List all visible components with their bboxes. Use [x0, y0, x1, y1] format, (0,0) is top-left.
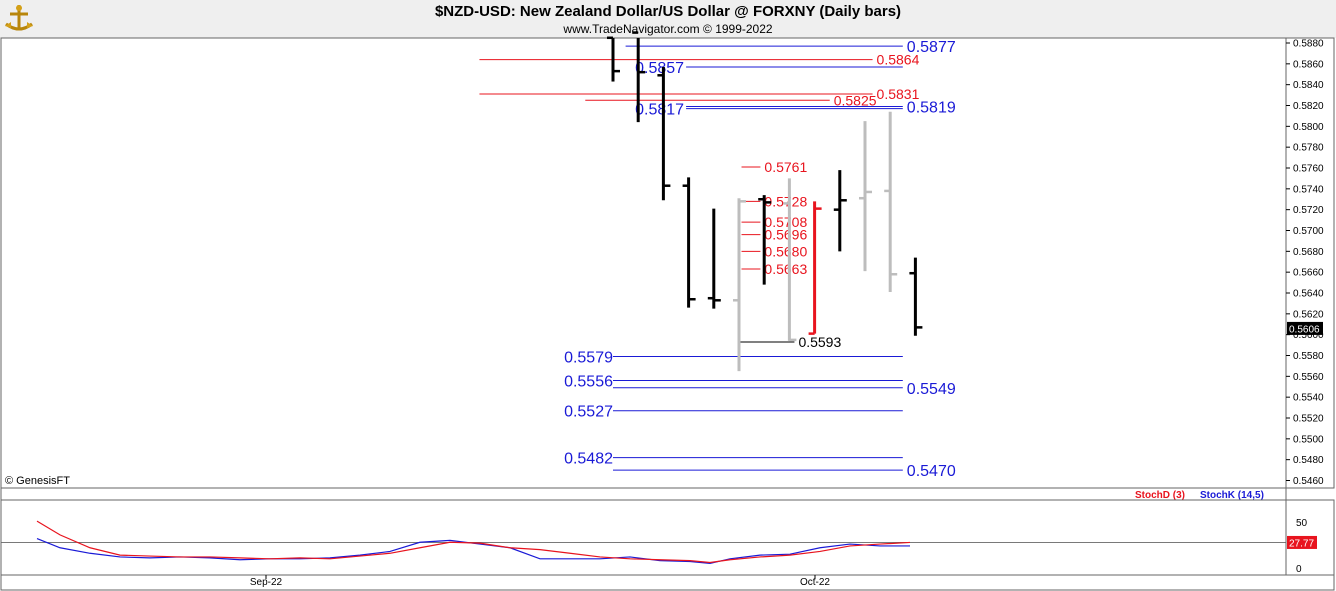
price-tick-label: 0.5700	[1293, 226, 1324, 237]
price-tick-label: 0.5800	[1293, 122, 1324, 133]
level-label: 0.5761	[764, 159, 807, 175]
level-label: 0.5877	[907, 39, 956, 56]
legend-entry: StochK (14,5)	[1200, 490, 1264, 501]
price-tick-label: 0.5820	[1293, 101, 1324, 112]
level-label: 0.5579	[564, 350, 613, 367]
price-tick-label: 0.5500	[1293, 434, 1324, 445]
level-label: 0.5728	[764, 193, 807, 209]
price-tick-label: 0.5640	[1293, 289, 1324, 300]
ohlc-bar	[758, 195, 772, 285]
level-label: 0.5708	[764, 214, 807, 230]
ohlc-bar	[682, 177, 696, 308]
level-label: 0.5857	[635, 60, 684, 77]
legend-entry: StochD (3)	[1135, 490, 1185, 501]
time-axis	[0, 574, 1335, 591]
price-axis	[1285, 37, 1335, 489]
ohlc-bar	[632, 31, 646, 123]
price-axis-ticks: 0.5880 0.5860 0.5840 0.5820 0.5800 0.5780 0.57…	[1286, 39, 1324, 487]
chart-title: $NZD-USD: New Zealand Dollar/US Dollar @…	[434, 3, 902, 20]
ohlc-bar	[833, 170, 847, 252]
ohlc-bar	[884, 111, 898, 292]
price-tick-label: 0.5740	[1293, 184, 1324, 195]
time-tick-label: Sep-22	[250, 577, 283, 588]
level-label: 0.5817	[635, 102, 684, 119]
price-tick-label: 0.5780	[1293, 143, 1324, 154]
price-tick-label: 0.5680	[1293, 247, 1324, 258]
ohlc-bar	[733, 198, 746, 372]
stochastic-lines: 50 0 27.77	[1, 518, 1317, 575]
price-tick-label: 0.5720	[1293, 205, 1324, 216]
price-tick-label: 0.5880	[1293, 39, 1324, 50]
price-tick-label: 0.5660	[1293, 268, 1324, 279]
ohlc-bar	[909, 257, 923, 336]
price-tick-label: 0.5580	[1293, 351, 1324, 362]
time-tick-label: Oct-22	[800, 577, 830, 588]
price-tick-label: 0.5560	[1293, 372, 1324, 383]
indicator-legend-strip	[0, 487, 1287, 501]
ohlc-bar	[607, 36, 620, 82]
level-label: 0.5556	[564, 374, 613, 391]
ohlc-bar	[707, 208, 721, 309]
price-tick-label: 0.5520	[1293, 414, 1324, 425]
stoch-tick-label: 0	[1296, 564, 1302, 575]
price-tick-label: 0.5860	[1293, 59, 1324, 70]
ohlc-bar	[859, 121, 872, 272]
price-bars	[607, 31, 923, 372]
price-tick-label: 0.5540	[1293, 393, 1324, 404]
last-price-tag	[1287, 321, 1323, 335]
stoch-tick-label: 50	[1296, 518, 1308, 529]
level-label: 0.5549	[907, 381, 956, 398]
price-tick-label: 0.5600	[1293, 330, 1324, 341]
indicator-legend: StochD (3) StochK (14,5)	[1135, 490, 1264, 501]
price-tick-label: 0.5480	[1293, 455, 1324, 466]
level-label: 0.5593	[798, 334, 841, 350]
level-label: 0.5819	[907, 100, 956, 117]
level-label: 0.5680	[764, 243, 807, 259]
copyright-label: © GenesisFT	[5, 475, 70, 487]
stochastic-panel	[0, 499, 1287, 576]
stoch-last-tag	[1287, 535, 1317, 549]
chart-header: $NZD-USD: New Zealand Dollar/US Dollar @…	[0, 0, 1336, 38]
level-label: 0.5831	[877, 86, 920, 102]
price-tick-label: 0.5460	[1293, 476, 1324, 487]
level-label: 0.5663	[764, 261, 807, 277]
ohlc-bar	[808, 201, 822, 335]
price-panel	[0, 37, 1287, 489]
last-price-label: 0.5606	[1289, 324, 1320, 335]
ohlc-bar	[657, 66, 671, 201]
stoch-last-label: 27.77	[1289, 538, 1314, 549]
price-tick-label: 0.5620	[1293, 309, 1324, 320]
level-label: 0.5527	[564, 404, 613, 421]
ohlc-bar	[783, 178, 797, 342]
level-label: 0.5482	[564, 451, 613, 468]
price-tick-label: 0.5840	[1293, 80, 1324, 91]
level-label: 0.5864	[877, 52, 920, 68]
level-label: 0.5825	[834, 92, 877, 108]
level-label: 0.5470	[907, 463, 956, 480]
price-tick-label: 0.5760	[1293, 164, 1324, 175]
chart-credit: www.TradeNavigator.com © 1999-2022	[563, 22, 773, 36]
level-label: 0.5696	[764, 227, 807, 243]
stoch-series-line	[36, 520, 911, 564]
genesis-logo-icon	[5, 5, 33, 31]
time-axis-labels: Sep-22 Oct-22	[250, 575, 830, 588]
